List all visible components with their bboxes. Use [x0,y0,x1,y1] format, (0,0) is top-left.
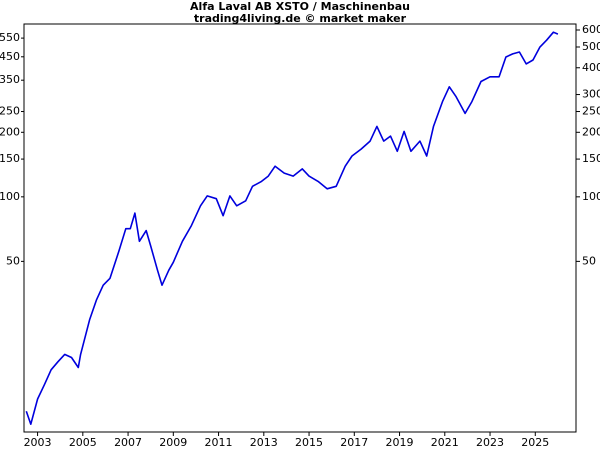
y-tick-label: 50 [6,254,20,267]
price-line [25,31,559,425]
y-tick-label: 100 [0,190,20,203]
y2-tick-label: 150 [582,152,600,165]
x-tick-label: 2025 [521,436,549,449]
y2-tick-label: 500 [582,40,600,53]
y2-tick-label: 100 [582,190,600,203]
chart-title: Alfa Laval AB XSTO / Maschinenbau [190,0,410,13]
x-tick-label: 2005 [69,436,97,449]
y-tick-label: 250 [0,105,20,118]
x-tick-label: 2017 [340,436,368,449]
plot-frame [23,23,577,433]
x-tick-label: 2015 [295,436,323,449]
x-tick-label: 2011 [205,436,233,449]
chart-subtitle: trading4living.de © market maker [194,12,407,25]
y-tick-label: 150 [0,152,20,165]
x-tick-label: 2013 [250,436,278,449]
y2-tick-label: 600 [582,23,600,36]
x-tick-label: 2019 [386,436,414,449]
x-tick-label: 2023 [476,436,504,449]
x-tick-label: 2003 [24,436,52,449]
x-tick-label: 2009 [159,436,187,449]
x-tick-label: 2007 [114,436,142,449]
y2-tick-label: 200 [582,125,600,138]
y2-tick-label: 250 [582,105,600,118]
x-tick-label: 2021 [431,436,459,449]
y-tick-label: 450 [0,50,20,63]
y-tick-label: 200 [0,125,20,138]
y2-tick-label: 300 [582,88,600,101]
y2-tick-label: 50 [582,254,596,267]
y-tick-label: 350 [0,73,20,86]
y2-tick-label: 400 [582,61,600,74]
y-tick-label: 550 [0,31,20,44]
